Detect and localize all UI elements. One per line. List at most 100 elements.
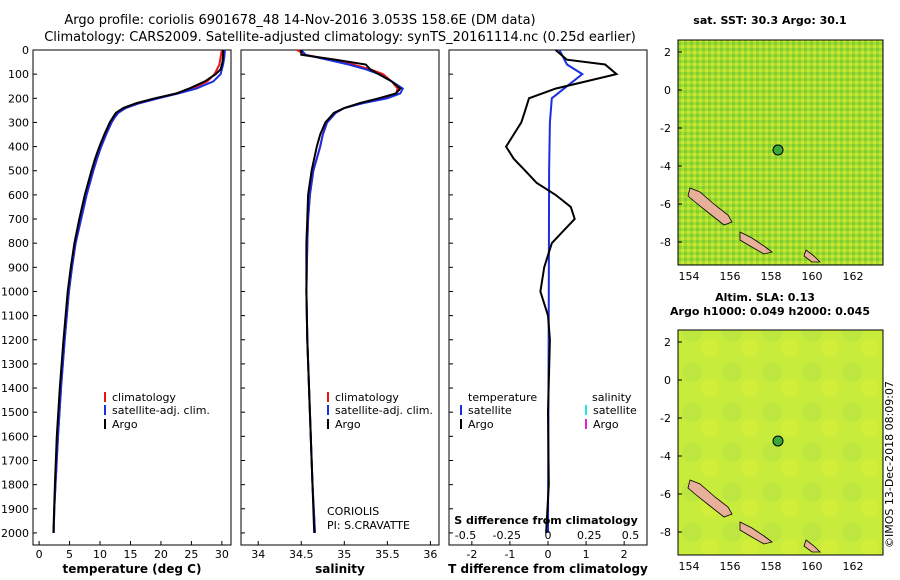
map-x-tick-label: 156	[720, 270, 741, 283]
depth-tick-label: 800	[8, 237, 29, 250]
temperature-legend: climatology satellite-adj. clim. Argo	[104, 391, 210, 431]
map-x-tick-label: 160	[802, 270, 823, 283]
depth-tick-label: 1700	[1, 454, 29, 467]
map-y-tick-label: -2	[660, 412, 671, 425]
depth-tick-label: 100	[8, 68, 29, 81]
s-diff-tick-label: -0.25	[493, 529, 521, 542]
x-tick-label: 34.5	[289, 548, 314, 561]
map-y-tick-label: -8	[660, 236, 671, 249]
map-y-tick-label: -6	[660, 488, 671, 501]
legend-argo: Argo	[112, 418, 138, 431]
legend-s-argo: Argo	[593, 418, 619, 431]
sla-axis: 2 0 -2 -4 -6 -8 154 156 158 160 162	[660, 336, 863, 573]
legend-satellite: satellite-adj. clim.	[335, 404, 433, 417]
x-tick-label: 0	[545, 548, 552, 561]
depth-tick-label: 1400	[1, 382, 29, 395]
legend-temperature-title: temperature	[468, 391, 537, 404]
salinity-xlabel: salinity	[315, 562, 365, 576]
legend-s-satellite: satellite	[593, 404, 637, 417]
sla-map	[677, 329, 884, 556]
map-x-tick-label: 154	[679, 270, 700, 283]
depth-tick-label: 1000	[1, 285, 29, 298]
difference-lines	[504, 49, 619, 533]
temperature-lines	[52, 49, 226, 533]
land-solomons	[739, 231, 773, 255]
map-x-tick-label: 158	[761, 560, 782, 573]
x-tick-label: 35	[337, 548, 351, 561]
map-x-tick-label: 160	[802, 560, 823, 573]
series-line-argo	[52, 50, 225, 533]
legend-climatology: climatology	[335, 391, 399, 404]
series-line-satellite-adj-clim-	[52, 49, 226, 533]
watermark: ©IMOS 13-Dec-2018 08:09:07	[883, 381, 896, 548]
x-tick-label: -2	[466, 548, 477, 561]
map-y-tick-label: 0	[664, 84, 671, 97]
map-y-tick-label: 2	[664, 46, 671, 59]
x-tick-label: 36	[423, 548, 437, 561]
x-tick-label: 30	[215, 548, 229, 561]
sst-axis: 2 0 -2 -4 -6 -8 154 156 158 160 162	[660, 46, 863, 283]
sla-map-title2: Argo h1000: 0.049 h2000: 0.045	[670, 305, 870, 318]
depth-tick-label: 600	[8, 189, 29, 202]
s-diff-tick-label: 0.25	[577, 529, 602, 542]
legend-salinity-title: salinity	[592, 391, 632, 404]
map-y-tick-label: -2	[660, 122, 671, 135]
series-line-temperature-argo	[504, 49, 619, 533]
legend-t-satellite: satellite	[468, 404, 512, 417]
depth-tick-label: 2000	[1, 527, 29, 540]
map-x-tick-label: 156	[720, 560, 741, 573]
x-tick-label: 2	[621, 548, 628, 561]
x-tick-label: 34	[251, 548, 265, 561]
legend-satellite: satellite-adj. clim.	[112, 404, 210, 417]
legend-t-argo: Argo	[468, 418, 494, 431]
s-diff-tick-label: 0.5	[622, 529, 640, 542]
x-tick-label: 20	[154, 548, 168, 561]
series-line-argo	[300, 50, 402, 533]
depth-tick-label: 1300	[1, 358, 29, 371]
x-tick-label: 1	[583, 548, 590, 561]
depth-tick-label: 1200	[1, 334, 29, 347]
depth-tick-label: 900	[8, 261, 29, 274]
legend-climatology: climatology	[112, 391, 176, 404]
map-x-tick-label: 162	[843, 270, 864, 283]
x-axis-ticks: 0 5 10 15 20 25 30 34 34.5 35 35.5 36 -2 -1 0 1 2 -0.5 -0.…	[36, 529, 640, 561]
x-tick-label: 35.5	[375, 548, 400, 561]
map-y-tick-label: -4	[660, 450, 671, 463]
land-island	[803, 539, 821, 553]
map-y-tick-label: 2	[664, 336, 671, 349]
s-diff-tick-label: -0.5	[455, 529, 476, 542]
map-y-tick-label: -8	[660, 526, 671, 539]
salinity-panel	[240, 49, 440, 546]
map-x-tick-label: 154	[679, 560, 700, 573]
x-tick-label: 10	[93, 548, 107, 561]
sla-map-title1: Altim. SLA: 0.13	[715, 291, 815, 304]
map-x-tick-label: 162	[843, 560, 864, 573]
depth-tick-label: 1100	[1, 310, 29, 323]
legend-argo: Argo	[335, 418, 361, 431]
land-solomons	[739, 521, 773, 545]
x-tick-label: -1	[504, 548, 515, 561]
figure-title-line2: Climatology: CARS2009. Satellite-adjuste…	[44, 30, 636, 45]
sst-map	[677, 39, 884, 266]
s-diff-tick-label: 0	[545, 529, 552, 542]
map-y-tick-label: 0	[664, 374, 671, 387]
argo-float-marker	[772, 144, 784, 156]
depth-tick-label: 1800	[1, 479, 29, 492]
depth-axis: 0 100 200 300 400 500 600 700 800 900 1000 1100 1200…	[1, 44, 453, 540]
land-new-guinea	[687, 187, 733, 226]
temperature-xlabel: temperature (deg C)	[63, 562, 202, 576]
credit-coriolis: CORIOLIS	[327, 505, 379, 518]
temperature-panel	[32, 49, 232, 546]
land-new-guinea	[687, 479, 733, 518]
depth-tick-label: 300	[8, 116, 29, 129]
depth-tick-label: 1600	[1, 430, 29, 443]
salinity-lines	[296, 49, 405, 533]
x-tick-label: 15	[123, 548, 137, 561]
depth-tick-label: 400	[8, 141, 29, 154]
x-tick-label: 5	[66, 548, 73, 561]
argo-float-marker	[772, 435, 784, 447]
depth-tick-label: 500	[8, 165, 29, 178]
map-y-tick-label: -4	[660, 160, 671, 173]
figure-title-line1: Argo profile: coriolis 6901678_48 14-Nov…	[64, 13, 535, 28]
